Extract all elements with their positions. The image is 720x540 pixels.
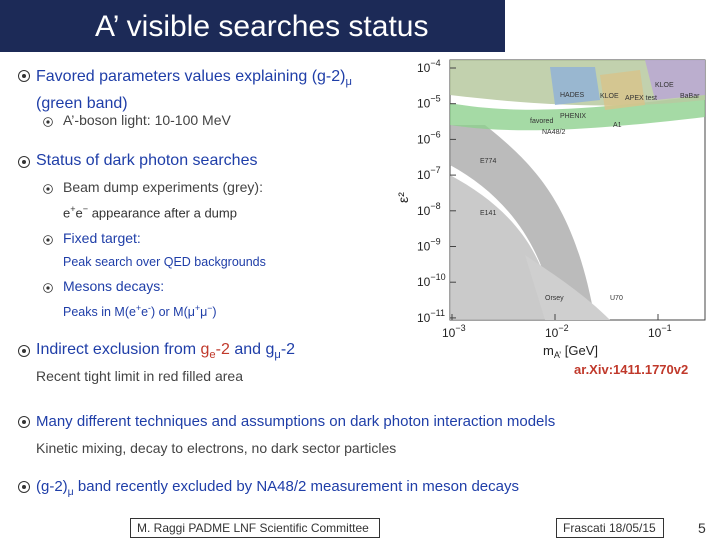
reference: ar.Xiv:1411.1770v2 [574, 362, 689, 377]
region-label: KLOE [600, 93, 619, 100]
tick-base: 10 [648, 326, 662, 340]
region-label: HADES [560, 92, 584, 99]
x-tick-label: 10−3 [442, 323, 466, 340]
bullet-text: Kinetic mixing, decay to electrons, no d… [36, 440, 397, 456]
footer-left: M. Raggi PADME LNF Scientific Committee [130, 518, 380, 538]
x-tick-label: 10−1 [648, 323, 672, 340]
bullet-text: Peak search over QED backgrounds [63, 255, 266, 269]
region-label: BaBar [680, 93, 700, 100]
tick-exp: −8 [430, 201, 440, 211]
bullet-text: Mesons decays: [63, 278, 165, 294]
bullet-icon [18, 481, 30, 493]
beam-dump-region [450, 125, 595, 320]
excluded-region [645, 60, 705, 100]
region-label: NA48/2 [542, 129, 565, 136]
page-number: 5 [698, 520, 706, 536]
y-tick-label: 10−6 [417, 129, 441, 146]
tick-exp: −4 [430, 58, 440, 68]
tick-base: 10 [417, 97, 431, 111]
region-label: PHENIX [560, 113, 586, 120]
bullet-icon [18, 416, 30, 428]
tick-base: 10 [417, 204, 431, 218]
bullet-text: Indirect exclusion from ge-2 and gμ-2 [36, 341, 296, 362]
bullet-text: Peaks in M(e+e-) or M(μ+μ−) [63, 303, 217, 320]
tick-exp: −6 [430, 129, 440, 139]
bullet-text: Beam dump experiments (grey): [63, 179, 263, 195]
bullet-icon [43, 235, 53, 245]
tick-base: 10 [417, 132, 431, 146]
bullet-icon [43, 117, 53, 127]
y-tick-label: 10−8 [417, 201, 441, 218]
tick-exp: −5 [430, 94, 440, 104]
beam-dump-region [450, 175, 555, 320]
bullet-text: Recent tight limit in red filled area [36, 368, 243, 384]
bullet-text: Status of dark photon searches [36, 152, 258, 169]
region-label: favored [530, 118, 553, 125]
excluded-region [550, 67, 600, 105]
tick-base: 10 [417, 240, 431, 254]
bullet-icon [18, 156, 30, 168]
region-label: APEX test [625, 95, 657, 102]
region-label: Orsey [545, 295, 564, 302]
bullet-icon [43, 283, 53, 293]
bullet-icon [18, 345, 30, 357]
tick-exp: −9 [430, 237, 440, 247]
excluded-region [600, 70, 645, 110]
y-tick-label: 10−11 [417, 308, 445, 325]
bullet-text: Many different techniques and assumption… [36, 413, 556, 430]
title-bar [0, 0, 505, 52]
x-label-unit: [GeV] [561, 343, 598, 358]
bullet-text: Fixed target: [63, 230, 141, 246]
tick-exp: −11 [430, 308, 445, 318]
footer-right: Frascati 18/05/15 [556, 518, 664, 538]
y-tick-label: 10−9 [417, 237, 441, 254]
tick-exp: −3 [455, 323, 465, 333]
bullet-text: A’-boson light: 10-100 MeV [63, 112, 231, 128]
x-label-main: m [543, 343, 554, 358]
bullet-icon [18, 70, 30, 82]
beam-dump-region [525, 255, 610, 320]
y-axis-label: ε² [395, 192, 411, 203]
x-tick-label: 10−2 [545, 323, 569, 340]
bullet-text: e+e− appearance after a dump [63, 204, 237, 221]
bullet-icon [43, 184, 53, 194]
y-tick-label: 10−4 [417, 58, 441, 75]
tick-base: 10 [417, 61, 431, 75]
region-label: U70 [610, 295, 623, 302]
region-label: E774 [480, 158, 496, 165]
tick-exp: −2 [558, 323, 568, 333]
y-tick-label: 10−7 [417, 165, 441, 182]
x-axis-label: mA’ [GeV] [543, 343, 598, 360]
tick-base: 10 [545, 326, 559, 340]
x-label-sub: A’ [554, 350, 561, 360]
y-tick-label: 10−5 [417, 94, 441, 111]
slide-title: A’ visible searches status [95, 10, 429, 43]
bullet-text: (g-2)μ band recently excluded by NA48/2 … [36, 478, 519, 498]
bullet-text: Favored parameters values explaining (g-… [36, 68, 352, 113]
region-label: KLOE [655, 82, 674, 89]
tick-base: 10 [417, 168, 431, 182]
tick-base: 10 [442, 326, 456, 340]
tick-exp: −7 [430, 165, 440, 175]
region-label: A1 [613, 122, 622, 129]
tick-exp: −10 [430, 272, 445, 282]
y-tick-label: 10−10 [417, 272, 446, 289]
tick-exp: −1 [661, 323, 671, 333]
region-label: E141 [480, 210, 496, 217]
tick-base: 10 [417, 311, 431, 325]
tick-base: 10 [417, 275, 431, 289]
